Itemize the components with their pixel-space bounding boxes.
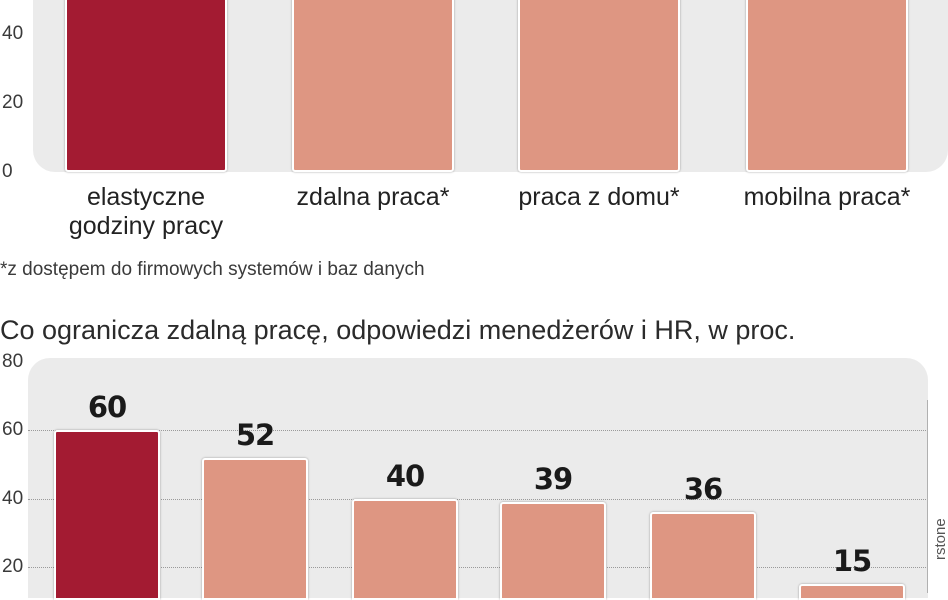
chart2-gridline (28, 498, 928, 500)
chart2-value-label: 60 (87, 390, 127, 425)
chart2-right-axis (927, 400, 928, 593)
chart2-value-label: 15 (832, 544, 872, 579)
chart2-bar (352, 498, 458, 600)
chart1-category-label-line: zdalna praca* (296, 183, 450, 211)
chart2-ytick-label: 60 (2, 419, 24, 441)
chart2-bar (500, 502, 606, 600)
chart2-bar (650, 512, 756, 600)
chart2-bar (54, 430, 160, 600)
chart2-bar (202, 457, 308, 600)
chart1-bar (746, 0, 908, 172)
chart1-category-label-line: elastyczne (86, 183, 206, 211)
chart2-value-label: 36 (683, 472, 723, 507)
chart2-title: Co ogranicza zdalną pracę, odpowiedzi me… (0, 315, 796, 345)
chart1-ytick-label: 40 (2, 23, 24, 44)
chart1-category-label-line: praca z domu* (518, 183, 680, 211)
chart1-bar (292, 0, 454, 172)
chart1-ytick-label: 20 (2, 92, 24, 113)
chart1-category-label: zdalna praca* (262, 183, 484, 212)
chart1-category-label-line: mobilna praca* (743, 183, 911, 211)
chart1-category-label: elastyczne godziny pracy (35, 183, 257, 241)
chart2-bar (799, 584, 905, 600)
chart2-ytick-label: 40 (2, 487, 24, 509)
chart1-footnote: *z dostępem do firmowych systemów i baz … (0, 259, 425, 280)
chart1-ytick-label: 0 (2, 161, 13, 182)
chart2-value-label: 39 (533, 462, 573, 497)
chart2-gridline (28, 567, 928, 568)
chart2-gridline (28, 430, 928, 432)
chart1-category-label: mobilna praca* (716, 183, 938, 212)
chart2-plot-area (28, 358, 928, 598)
chart1-bar (518, 0, 680, 172)
source-label: rstone (932, 518, 948, 560)
chart2-value-label: 40 (385, 458, 425, 493)
chart2-value-label: 52 (235, 417, 275, 452)
chart2-ytick-label: 80 (2, 351, 24, 372)
chart1-category-label-line: godziny pracy (68, 212, 224, 240)
chart1-category-label: praca z domu* (488, 183, 710, 212)
chart2-ytick-label: 20 (2, 556, 24, 577)
chart1-bar (65, 0, 227, 172)
